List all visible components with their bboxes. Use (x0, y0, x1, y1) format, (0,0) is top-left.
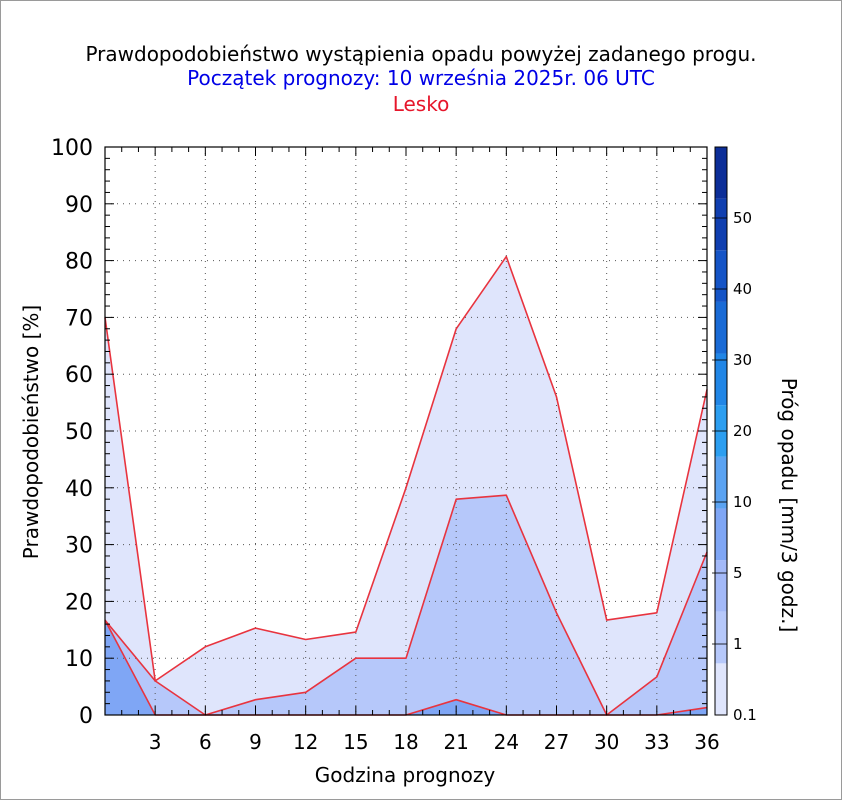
y-tick-label: 60 (65, 363, 93, 388)
y-axis-ticks: 0 10 20 30 40 50 60 70 80 90 100 (51, 136, 707, 729)
colorbar-tick-label: 10 (733, 493, 752, 511)
colorbar-segment (715, 560, 727, 612)
y-tick-label: 100 (51, 136, 93, 161)
colorbar-tick-label: 1 (733, 635, 743, 653)
x-tick-label: 24 (494, 730, 519, 754)
y-tick-label: 40 (65, 477, 93, 502)
x-tick-label: 12 (293, 730, 318, 754)
colorbar-tick-label: 20 (733, 422, 752, 440)
forecast-start-subtitle: Początek prognozy: 10 września 2025r. 06… (187, 66, 655, 90)
colorbar-tick-label: 40 (733, 280, 752, 298)
x-tick-label: 15 (343, 730, 368, 754)
y-tick-label: 80 (65, 250, 93, 275)
y-tick-label: 70 (65, 306, 93, 331)
y-tick-label: 30 (65, 534, 93, 559)
area-threshold-1 (105, 495, 707, 715)
y-tick-label: 10 (65, 647, 93, 672)
y-tick-label: 90 (65, 193, 93, 218)
x-tick-label: 21 (443, 730, 468, 754)
colorbar-segment (715, 147, 727, 199)
x-tick-label: 33 (644, 730, 669, 754)
location-label: Lesko (392, 92, 450, 116)
y-tick-label: 0 (79, 704, 93, 729)
x-tick-label: 30 (594, 730, 619, 754)
x-tick-label: 9 (249, 730, 262, 754)
colorbar-tick-label: 0.1 (733, 706, 757, 724)
y-tick-label: 20 (65, 590, 93, 615)
y-tick-label: 50 (65, 420, 93, 445)
x-tick-label: 18 (393, 730, 418, 754)
colorbar-segment (715, 250, 727, 302)
colorbar-segment (715, 663, 727, 715)
colorbar-segment (715, 301, 727, 354)
series-line-0.1 (104, 255, 708, 682)
x-tick-label: 6 (199, 730, 212, 754)
x-tick-label: 36 (694, 730, 719, 754)
colorbar-ticks: 0.1 1 5 10 20 30 40 50 (712, 209, 757, 724)
x-tick-label: 27 (544, 730, 569, 754)
chart-title: Prawdopodobieństwo wystąpienia opadu pow… (85, 42, 757, 66)
colorbar-segment (715, 353, 727, 406)
colorbar-tick-label: 30 (733, 351, 752, 369)
x-axis-label: Godzina prognozy (315, 763, 496, 787)
colorbar-tick-label: 5 (733, 564, 743, 582)
x-tick-label: 3 (149, 730, 162, 754)
area-threshold-0.1 (105, 256, 707, 715)
colorbar-segment (715, 508, 727, 561)
colorbar-segment (715, 611, 727, 664)
colorbar-tick-label: 50 (733, 209, 752, 227)
colorbar-segment (715, 456, 727, 509)
colorbar-label: Próg opadu [mm/3 godz.] (777, 378, 801, 633)
y-axis-label: Prawdopodobieństwo [%] (19, 305, 43, 559)
x-axis-ticks: 3 6 9 12 15 18 21 24 27 30 33 36 (121, 147, 720, 754)
colorbar-segment (715, 198, 727, 251)
